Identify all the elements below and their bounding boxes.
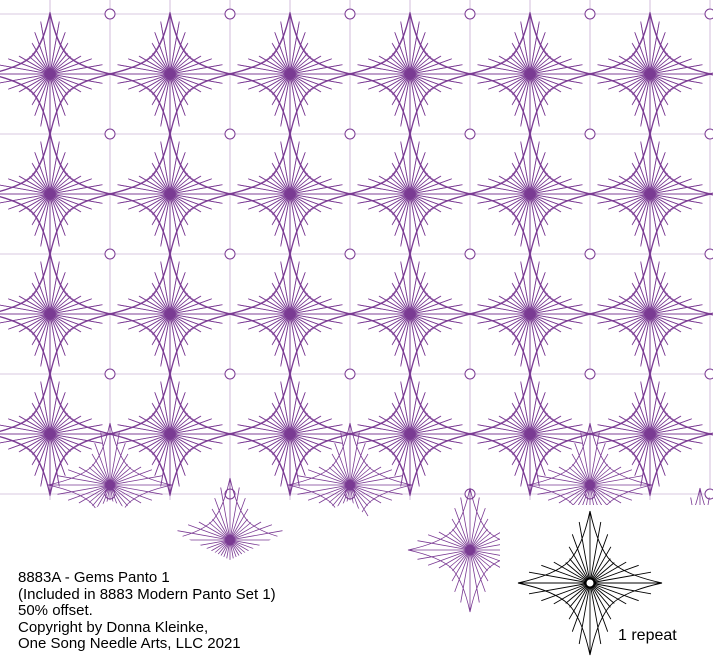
gem-motif-48: [229, 373, 351, 495]
gem-motif-45: [589, 253, 711, 375]
gem-motif-32: [469, 13, 591, 135]
design-set-note: (Included in 8883 Modern Panto Set 1): [18, 585, 276, 603]
motif-center-ring: [104, 248, 116, 260]
motif-center-ring: [584, 368, 596, 380]
gem-motif-49: [349, 373, 471, 495]
gem-motif-36: [229, 133, 351, 255]
gem-motif-42: [229, 253, 351, 375]
gem-motif-30: [229, 13, 351, 135]
bottom-gem-3: [407, 487, 533, 613]
motif-center-ring: [584, 248, 596, 260]
gem-motif-29: [109, 13, 231, 135]
gem-motif-35: [109, 133, 231, 255]
motif-center-ring: [344, 368, 356, 380]
motif-center-ring: [464, 368, 476, 380]
motif-center-ring: [704, 8, 713, 20]
motif-center-ring: [344, 8, 356, 20]
motif-center-ring: [104, 368, 116, 380]
motif-center-ring: [704, 248, 713, 260]
gem-motif-31: [349, 13, 471, 135]
sample-clear-area: [500, 505, 713, 665]
copyright-line: Copyright by Donna Kleinke,: [18, 618, 209, 636]
gem-motif-46: [0, 373, 111, 495]
gem-motif-43: [349, 253, 471, 375]
gem-motif-41: [109, 253, 231, 375]
motif-center-ring: [224, 248, 236, 260]
gem-motif-50: [469, 373, 591, 495]
motif-center-ring: [584, 8, 596, 20]
gem-motif-40: [0, 253, 111, 375]
offset-note: 50% offset.: [18, 602, 93, 619]
motif-center-ring: [224, 128, 236, 140]
motif-center-ring: [344, 248, 356, 260]
gem-motif-34: [0, 133, 111, 255]
gem-motif-28: [0, 13, 111, 135]
design-title: 8883A - Gems Panto 1: [18, 569, 170, 586]
motif-center-ring: [344, 128, 356, 140]
gem-motif-39: [589, 133, 711, 255]
single-repeat-sample: [517, 510, 663, 656]
repeat-label: 1 repeat: [618, 627, 677, 644]
gem-motif-47: [109, 373, 231, 495]
motif-center-ring: [104, 128, 116, 140]
motif-center-ring: [704, 128, 713, 140]
gem-motif-51: [589, 373, 711, 495]
motif-center-ring: [584, 128, 596, 140]
gem-motif-44: [469, 253, 591, 375]
gem-motif-37: [349, 133, 471, 255]
motif-center-ring: [704, 368, 713, 380]
design-caption: 8883A - Gems Panto 1 (Included in 8883 M…: [18, 569, 276, 653]
motif-center-ring: [464, 8, 476, 20]
company-line: One Song Needle Arts, LLC 2021: [18, 635, 241, 652]
motif-center-ring: [224, 368, 236, 380]
motif-center-ring: [464, 248, 476, 260]
motif-center-ring: [464, 128, 476, 140]
motif-center-ring: [224, 8, 236, 20]
motif-center-ring: [104, 8, 116, 20]
single-repeat-center: [585, 578, 595, 588]
gem-motif-33: [589, 13, 711, 135]
gem-motif-38: [469, 133, 591, 255]
motif-center-ring: [704, 488, 713, 500]
caption-clear-area: [0, 500, 410, 665]
